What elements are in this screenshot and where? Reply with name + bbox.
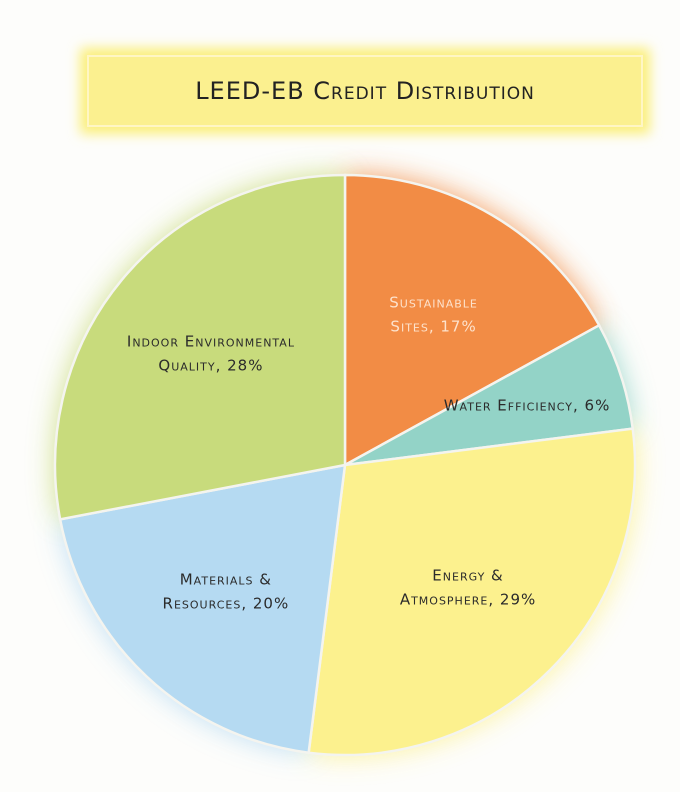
chart-title: LEED-EB Credit Distribution <box>195 77 535 105</box>
slice <box>58 463 347 755</box>
slice-label: Atmosphere, 29% <box>400 591 536 609</box>
slices <box>53 173 637 757</box>
slice-label: Quality, 28% <box>158 357 263 375</box>
labels: Sustainable Sites, 17% Water Efficiency, 6… <box>127 294 611 613</box>
slice-label: Energy & <box>432 567 503 585</box>
slice-label: Sites, 17% <box>390 318 476 336</box>
slice-label: Water Efficiency, 6% <box>444 396 611 414</box>
slice-label: Indoor Environmental <box>127 333 295 351</box>
slice-label: Resources, 20% <box>163 594 290 612</box>
slice-label: Sustainable <box>389 294 478 312</box>
slice <box>307 427 637 757</box>
title-box <box>87 55 643 127</box>
slice <box>53 173 347 521</box>
slice-label: Materials & <box>180 570 272 588</box>
slice <box>343 173 601 468</box>
